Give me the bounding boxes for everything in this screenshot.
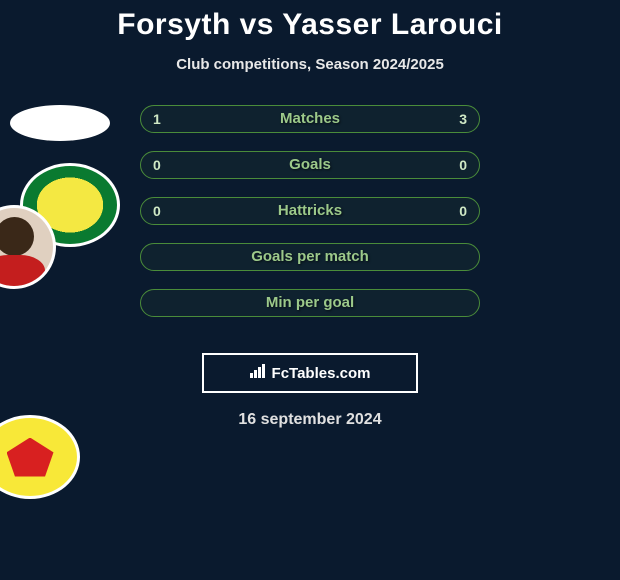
stat-row: Min per goal: [140, 289, 480, 317]
stat-right-value: 3: [459, 106, 467, 132]
stat-right-value: 0: [459, 152, 467, 178]
chart-icon: [250, 364, 268, 382]
stat-row: 1 Matches 3: [140, 105, 480, 133]
stat-row: Goals per match: [140, 243, 480, 271]
stat-label: Goals: [141, 152, 479, 178]
stat-label: Hattricks: [141, 198, 479, 224]
stat-rows: 1 Matches 3 0 Goals 0 0 Hattricks 0 Goal…: [140, 105, 480, 335]
stat-label: Goals per match: [141, 244, 479, 270]
player-left-photo: [10, 105, 110, 141]
branding-badge: FcTables.com: [202, 353, 418, 393]
stat-row: 0 Hattricks 0: [140, 197, 480, 225]
date: 16 september 2024: [0, 411, 620, 429]
subtitle: Club competitions, Season 2024/2025: [0, 56, 620, 73]
page-title: Forsyth vs Yasser Larouci: [0, 0, 620, 42]
stats-area: 1 Matches 3 0 Goals 0 0 Hattricks 0 Goal…: [0, 105, 620, 345]
stat-label: Matches: [141, 106, 479, 132]
stat-row: 0 Goals 0: [140, 151, 480, 179]
stat-label: Min per goal: [141, 290, 479, 316]
stat-right-value: 0: [459, 198, 467, 224]
branding-text: FcTables.com: [272, 365, 371, 382]
comparison-card: Forsyth vs Yasser Larouci Club competiti…: [0, 0, 620, 429]
